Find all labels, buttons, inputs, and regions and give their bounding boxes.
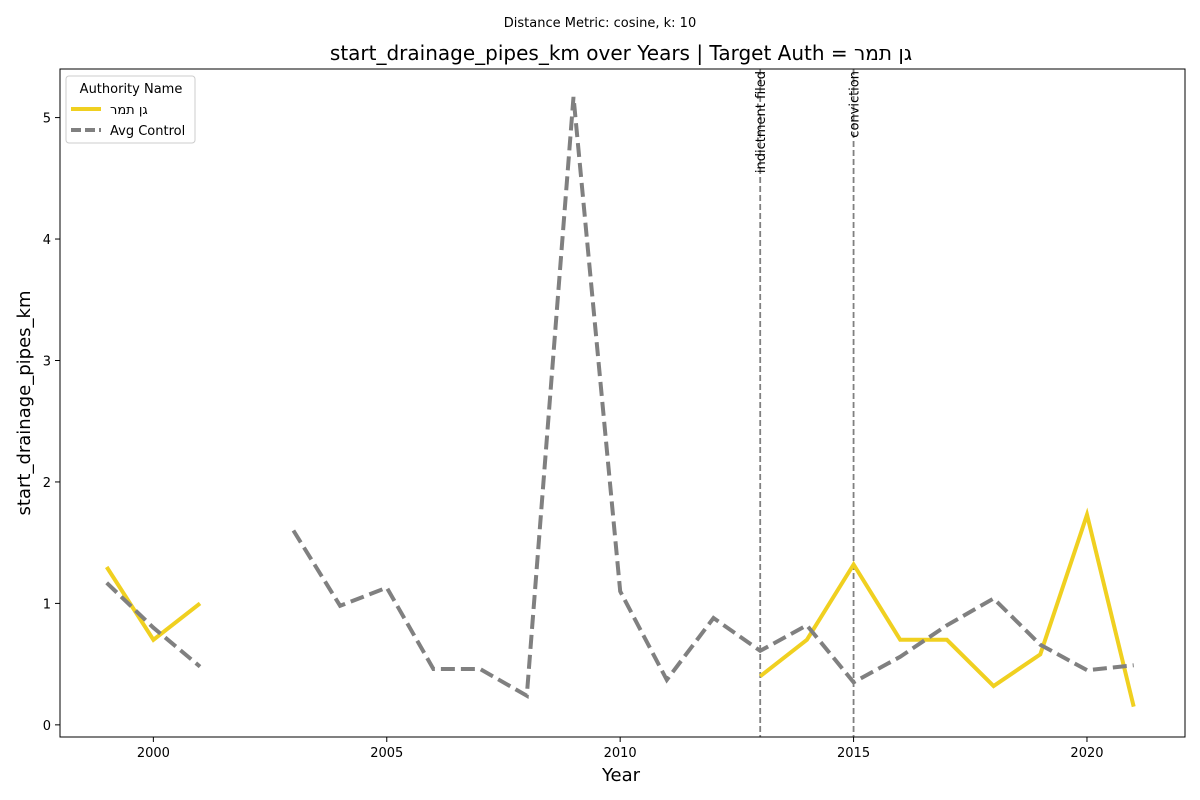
x-tick-label-2005: 2005 bbox=[370, 746, 403, 761]
legend-label-control: Avg Control bbox=[110, 124, 185, 139]
chart-suptitle: Distance Metric: cosine, k: 10 bbox=[504, 16, 696, 31]
y-tick-label-5: 5 bbox=[43, 112, 51, 127]
y-tick-label-3: 3 bbox=[43, 354, 51, 369]
legend-title: Authority Name bbox=[80, 82, 183, 97]
series-2-line-segment-2 bbox=[291, 96, 1134, 700]
x-tick-label-2020: 2020 bbox=[1070, 746, 1103, 761]
y-tick-label-1: 1 bbox=[43, 597, 51, 612]
y-tick-label-4: 4 bbox=[43, 233, 51, 248]
event-label-1: indictment filed bbox=[754, 71, 769, 173]
series-1-line-segment-1 bbox=[105, 565, 202, 643]
legend-frame bbox=[65, 75, 196, 144]
x-tick-label-2010: 2010 bbox=[604, 746, 637, 761]
y-tick-label-0: 0 bbox=[43, 719, 51, 734]
x-axis-label: Year bbox=[601, 765, 641, 786]
series-1-line-segment-2 bbox=[758, 507, 1136, 708]
series-2-line-segment-1 bbox=[105, 581, 202, 669]
y-axis-label: start_drainage_pipes_km bbox=[14, 291, 35, 516]
axes-frame bbox=[59, 68, 1186, 738]
legend: Authority Name גן תמר Avg Control bbox=[65, 75, 196, 144]
chart-title: start_drainage_pipes_km over Years | Tar… bbox=[330, 41, 912, 65]
legend-label-target: גן תמר bbox=[110, 103, 148, 118]
event-label-2: conviction bbox=[848, 71, 863, 138]
x-tick-label-2000: 2000 bbox=[137, 746, 170, 761]
x-tick-label-2015: 2015 bbox=[837, 746, 870, 761]
y-tick-label-2: 2 bbox=[43, 476, 51, 491]
